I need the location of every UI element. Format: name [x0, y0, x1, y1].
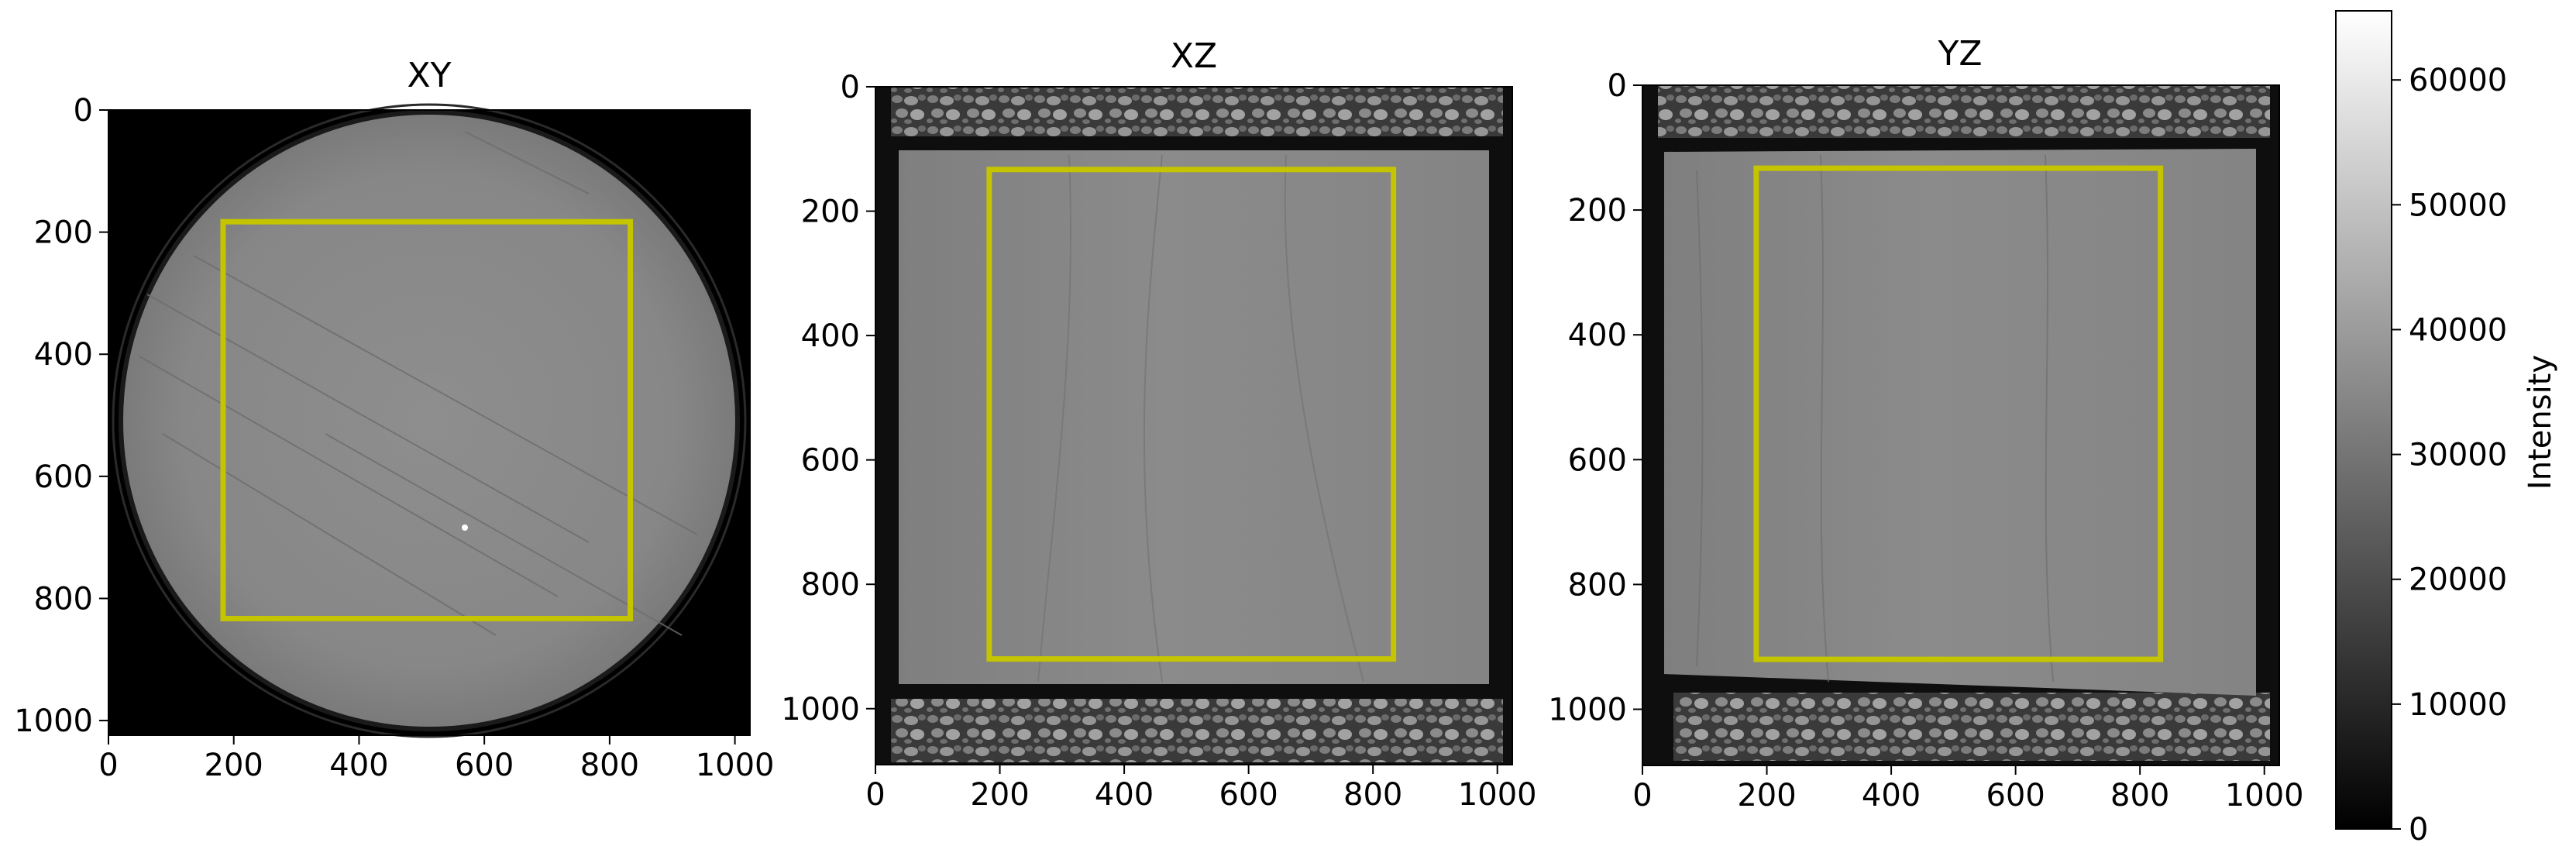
panel-xy-x-tick-label: 800	[580, 748, 639, 783]
panel-xz-y-tick-label: 0	[841, 70, 860, 105]
panel-yz-core-slice	[1664, 149, 2256, 696]
panel-yz-y-tick-label: 1000	[1548, 693, 1627, 728]
panel-yz-y-tick-label: 200	[1568, 193, 1627, 229]
panel-xy-y-tick-label: 0	[74, 93, 93, 129]
panel-yz-x-tick-label: 400	[1862, 778, 1921, 813]
panel-yz-y-tick-label: 600	[1568, 442, 1627, 478]
panel-xy-y-tick-label: 1000	[14, 703, 93, 739]
colorbar-tick-label: 10000	[2409, 687, 2507, 723]
panel-xz-x-tick-label: 400	[1095, 777, 1154, 813]
panel-xz-gravel-bottom	[891, 699, 1503, 762]
panel-xz-texture-lines	[1037, 154, 1364, 683]
colorbar-gradient	[2335, 10, 2392, 830]
panel-yz: YZ 0 200 400 600 800 1000 0 200 400 600 800 1000	[1548, 34, 2303, 813]
panel-xy-y-tick-label: 600	[34, 459, 93, 495]
panel-xy-axes-frame	[108, 109, 751, 736]
panel-yz-gravel-top	[1658, 85, 2270, 138]
panel-yz-axes-frame	[1642, 84, 2280, 766]
colorbar-ticks: 0 10000 20000 30000 40000 50000 60000	[2392, 63, 2507, 846]
panel-yz-roi-box	[1753, 165, 2164, 662]
panel-xz-y-tick-label: 800	[801, 567, 860, 603]
panel-xz-x-tick-label: 200	[970, 777, 1029, 813]
panel-yz-x-tick-label: 800	[2110, 778, 2169, 813]
panel-yz-y-tick-label: 400	[1568, 318, 1627, 353]
panel-xy-bright-inclusion	[462, 524, 468, 531]
panel-yz-y-tick-label: 800	[1568, 567, 1627, 603]
panel-yz-x-tick-label: 0	[1632, 778, 1652, 813]
panel-xy-x-tick-label: 0	[98, 748, 118, 783]
panel-xy-y-tick-label: 200	[34, 215, 93, 251]
colorbar: 0 10000 20000 30000 40000 50000 60000 Intensit…	[2335, 10, 2558, 846]
colorbar-tick-label: 0	[2409, 812, 2428, 846]
colorbar-tick-label: 20000	[2409, 562, 2507, 598]
panel-xy-y-tick-label: 800	[34, 581, 93, 617]
panel-xz-x-tick-label: 600	[1219, 777, 1278, 813]
panel-xy-x-tick-label: 1000	[696, 748, 775, 783]
panel-xz-roi-box	[986, 167, 1397, 662]
panel-yz-ticks: 0 200 400 600 800 1000 0 200 400 600 800 1000	[1548, 68, 2303, 813]
colorbar-tick-label: 30000	[2409, 438, 2507, 473]
panel-xy-roi-box	[220, 218, 634, 621]
panel-xz-y-tick-label: 400	[801, 318, 860, 354]
panel-xy-core-disc	[119, 110, 740, 731]
panel-xz-core-slice	[899, 150, 1489, 684]
panel-xz-x-tick-label: 800	[1343, 777, 1402, 813]
colorbar-tick-label: 50000	[2409, 187, 2507, 223]
colorbar-tick-label: 60000	[2409, 63, 2507, 98]
panel-yz-x-tick-label: 600	[1986, 778, 2045, 813]
panel-xz-title: XZ	[1171, 36, 1217, 76]
panel-xz: XZ 0 200 400 600 800 1000 0 200 400 600 800 1000	[781, 36, 1536, 813]
panel-xz-y-tick-label: 1000	[781, 692, 860, 727]
panel-xy-x-tick-label: 400	[329, 748, 388, 783]
panel-xy-y-tick-label: 400	[34, 337, 93, 373]
panel-yz-x-tick-label: 200	[1737, 778, 1796, 813]
colorbar-tick-label: 40000	[2409, 312, 2507, 348]
panel-xz-y-tick-label: 200	[801, 194, 860, 230]
panel-yz-texture-lines	[1696, 154, 2054, 683]
panel-xz-axes-frame	[875, 86, 1513, 765]
panel-yz-gravel-bottom	[1673, 693, 2270, 761]
panel-xz-gravel-top	[891, 87, 1503, 136]
panel-yz-x-tick-label: 1000	[2225, 778, 2304, 813]
panel-xz-ticks: 0 200 400 600 800 1000 0 200 400 600 800 1000	[781, 70, 1536, 813]
panel-yz-title: YZ	[1937, 34, 1982, 74]
panel-yz-y-tick-label: 0	[1608, 68, 1627, 104]
panel-xy-core-rim	[112, 103, 747, 738]
panel-xy-x-tick-label: 600	[455, 748, 514, 783]
panel-xz-x-tick-label: 0	[865, 777, 885, 813]
panel-xz-x-tick-label: 1000	[1458, 777, 1537, 813]
panel-xy-title: XY	[407, 56, 451, 95]
panel-xz-y-tick-label: 600	[801, 443, 860, 479]
panel-xy-x-tick-label: 200	[205, 748, 263, 783]
colorbar-label: Intensity	[2523, 355, 2558, 490]
